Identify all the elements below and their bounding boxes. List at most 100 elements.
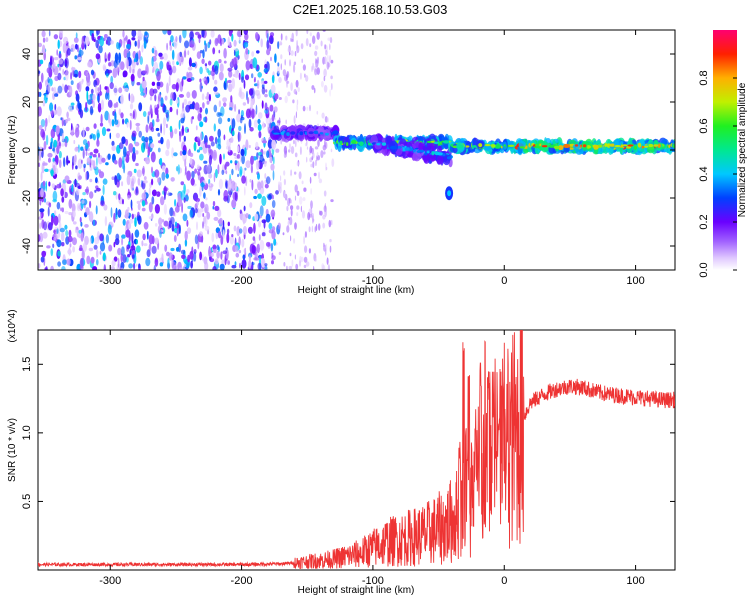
spectrogram-noise-blob xyxy=(304,231,307,238)
spectrogram-noise-blob xyxy=(66,117,71,122)
spectrogram-noise-blob xyxy=(78,70,82,79)
spectrogram-noise-blob xyxy=(318,223,321,231)
spectrogram-signal-blob xyxy=(483,144,492,151)
spectrogram-noise-blob xyxy=(206,91,210,101)
spectrogram-noise-blob xyxy=(241,154,246,165)
spectrogram-noise-blob xyxy=(255,50,260,54)
spectrogram-noise-blob xyxy=(148,202,153,213)
spectrogram-noise-blob xyxy=(179,150,183,156)
spectrogram-noise-blob xyxy=(167,30,172,36)
spectrogram-noise-blob xyxy=(273,106,278,113)
spectrogram-noise-blob xyxy=(296,205,300,210)
spectrogram-noise-blob xyxy=(68,247,71,256)
spectrogram-noise-blob xyxy=(126,43,131,50)
spectrogram-noise-blob xyxy=(122,70,128,78)
spectrogram-noise-blob xyxy=(163,125,166,136)
spectrogram-noise-blob xyxy=(213,123,216,132)
spectrogram-noise-blob xyxy=(104,58,108,62)
spectrogram-noise-blob xyxy=(171,223,175,232)
spectrogram-noise-blob xyxy=(197,34,202,39)
spectrogram-noise-blob xyxy=(266,150,270,158)
spectrogram-noise-blob xyxy=(279,42,283,46)
spectrogram-noise-blob xyxy=(285,119,288,125)
spectrogram-noise-blob xyxy=(113,241,116,248)
spectrogram-noise-blob xyxy=(255,141,259,150)
spectrogram-noise-blob xyxy=(124,87,129,92)
spectrogram-noise-blob xyxy=(124,209,129,219)
spectrogram-noise-blob xyxy=(238,109,240,115)
spectrogram-noise-blob xyxy=(205,78,208,86)
spectrogram-noise-blob xyxy=(253,222,256,234)
spectrogram-noise-blob xyxy=(40,171,43,182)
spectrogram-noise-blob xyxy=(217,164,220,175)
spectrogram-noise-blob xyxy=(206,164,211,174)
spectrogram-noise-blob xyxy=(97,102,102,113)
spectrogram-noise-blob xyxy=(253,195,257,200)
spectrogram-noise-blob xyxy=(187,205,192,210)
spectrogram-noise-blob xyxy=(89,151,93,156)
spectrogram-noise-blob xyxy=(70,44,76,53)
spectrogram-noise-blob xyxy=(175,82,179,92)
spectrogram-noise-blob xyxy=(208,173,213,179)
spectrogram-noise-blob xyxy=(243,248,246,254)
spectrogram-noise-blob xyxy=(245,47,249,55)
spectrogram-noise-blob xyxy=(47,77,50,83)
spectrogram-noise-blob xyxy=(121,181,124,187)
spectrogram-noise-blob xyxy=(179,131,182,143)
spectrogram-noise-blob xyxy=(181,108,186,118)
spectrogram-noise-blob xyxy=(215,168,218,179)
spectrogram-noise-blob xyxy=(309,32,312,37)
spectrogram-noise-blob xyxy=(64,138,68,148)
spectrogram-noise-blob xyxy=(42,231,48,239)
spectrogram-noise-blob xyxy=(126,122,129,128)
spectrogram-noise-blob xyxy=(164,244,168,252)
spectrogram-noise-blob xyxy=(154,237,159,245)
spectrogram-noise-blob xyxy=(240,148,245,157)
spectrogram-noise-blob xyxy=(91,32,95,41)
spectrogram-noise-blob xyxy=(242,225,247,235)
spectrogram-noise-blob xyxy=(78,49,84,57)
spectrogram-noise-blob xyxy=(131,232,134,244)
spectrogram-noise-blob xyxy=(114,160,118,165)
spectrogram-noise-blob xyxy=(81,249,85,260)
spectrogram-noise-blob xyxy=(182,149,187,156)
spectrogram-noise-blob xyxy=(132,68,135,74)
spectrogram-noise-blob xyxy=(329,37,333,44)
spectrogram-noise-blob xyxy=(38,124,43,131)
spectrogram-noise-blob xyxy=(130,245,136,252)
spectrogram-noise-blob xyxy=(103,264,106,270)
spectrogram-noise-blob xyxy=(271,200,276,208)
spectrogram-noise-blob xyxy=(136,125,140,132)
spectrogram-noise-blob xyxy=(55,125,60,135)
spectrogram-noise-blob xyxy=(178,224,181,234)
spectrogram-noise-blob xyxy=(305,75,309,82)
spectrogram-noise-blob xyxy=(265,176,271,185)
spectrogram-noise-blob xyxy=(154,257,159,267)
spectrogram-noise-blob xyxy=(183,50,187,58)
spectrogram-noise-blob xyxy=(54,93,59,97)
spectrogram-noise-blob xyxy=(196,221,198,231)
spectrogram-noise-blob xyxy=(217,143,222,150)
spectrogram-noise-blob xyxy=(303,187,307,192)
spectrogram-noise-blob xyxy=(102,178,108,185)
spectrogram-noise-blob xyxy=(94,189,97,193)
spectrogram-noise-blob xyxy=(135,162,139,167)
spectrogram-noise-blob xyxy=(161,165,166,172)
spectrogram-noise-blob xyxy=(81,78,84,83)
spectrogram-noise-blob xyxy=(216,244,220,251)
spectrogram-noise-blob xyxy=(294,152,298,158)
spectrogram-noise-blob xyxy=(86,79,91,87)
spectrogram-noise-blob xyxy=(331,158,335,168)
spectrogram-noise-blob xyxy=(178,267,183,270)
spectrogram-noise-blob xyxy=(307,212,311,221)
spectrogram-noise-blob xyxy=(238,249,242,254)
spectrogram-noise-blob xyxy=(314,50,318,57)
spectrogram-signal-blob xyxy=(325,132,329,136)
spectrogram-signal-blob xyxy=(574,144,579,147)
spectrogram-noise-blob xyxy=(40,188,44,198)
spectrogram-signal-blob xyxy=(563,143,571,148)
spectrogram-noise-blob xyxy=(99,122,104,127)
snr-frame xyxy=(37,329,676,571)
spectrogram-noise-blob xyxy=(258,131,262,139)
